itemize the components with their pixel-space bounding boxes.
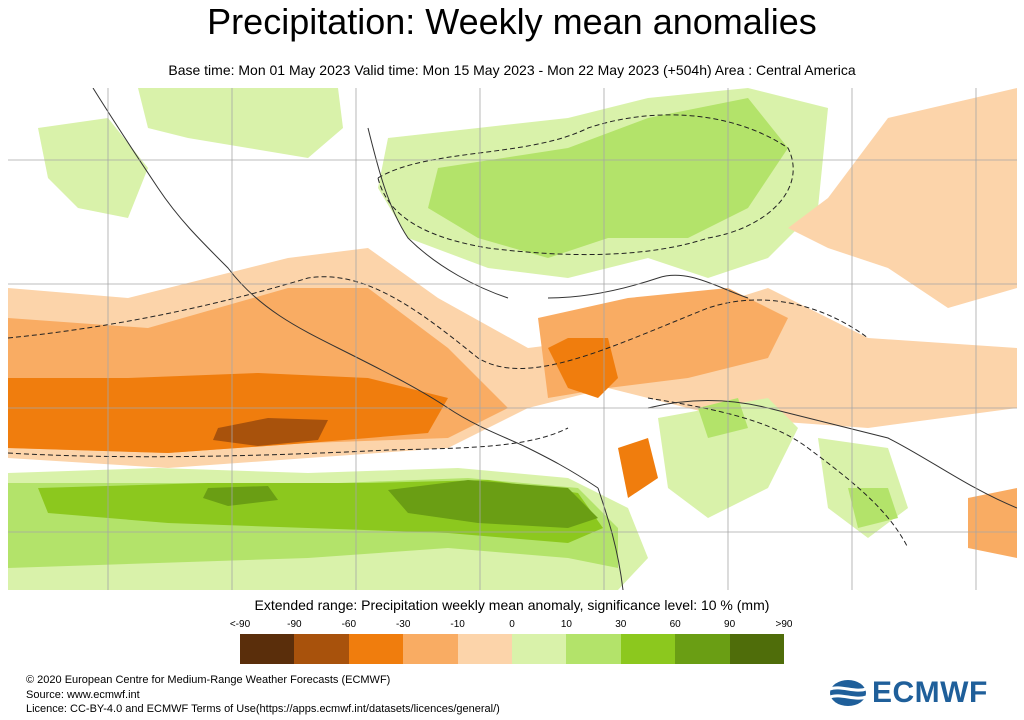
anomaly-area-pos-mid (848, 488, 898, 528)
anomaly-area-pos-light (38, 118, 148, 218)
footer: © 2020 European Centre for Medium-Range … (26, 673, 500, 717)
legend-tick: 30 (615, 619, 627, 630)
legend-swatch (620, 634, 676, 664)
anomaly-area-pos-light (138, 88, 343, 158)
ecmwf-logo-text: ECMWF (872, 676, 988, 709)
ecmwf-logo-icon (829, 680, 867, 706)
anomaly-area-pos-mid (428, 98, 788, 258)
anomaly-area-pos-dark (203, 486, 278, 506)
anomaly-area-neg-strong (618, 438, 658, 498)
legend-swatch (403, 634, 458, 664)
anomaly-area-neg-strong (548, 338, 618, 398)
legend-tick: -60 (341, 619, 357, 630)
legend-tick: 90 (724, 619, 736, 630)
legend-swatch (512, 634, 567, 664)
coastlines (92, 88, 1017, 590)
legend-swatch (457, 634, 513, 664)
anomaly-area-neg-dark (213, 418, 328, 446)
gridlines (8, 88, 1017, 590)
legend-title: Extended range: Precipitation weekly mea… (254, 597, 770, 613)
ecmwf-logo: ECMWF (828, 676, 988, 710)
map-canvas (8, 88, 1017, 590)
legend-tick: -30 (395, 619, 411, 630)
significance-contours (8, 114, 909, 549)
anomaly-map (8, 88, 1017, 590)
chart-subtitle: Base time: Mon 01 May 2023 Valid time: M… (168, 62, 856, 78)
licence-text: Licence: CC-BY-4.0 and ECMWF Terms of Us… (26, 703, 500, 715)
legend-swatch (294, 634, 349, 664)
legend-swatch (240, 634, 295, 664)
legend-swatch (566, 634, 621, 664)
legend-tick: <-90 (229, 619, 251, 630)
legend-tick: 0 (509, 619, 515, 630)
anomaly-fields (8, 88, 1017, 590)
legend-tick: 60 (669, 619, 681, 630)
legend-colorbar (240, 634, 785, 664)
legend-swatch (675, 634, 730, 664)
legend-swatch (348, 634, 404, 664)
legend-tick: 10 (560, 619, 572, 630)
legend-tick: -10 (450, 619, 465, 630)
source-text: Source: www.ecmwf.int (26, 688, 140, 701)
legend-tick: -90 (287, 619, 302, 630)
legend-tick: >90 (775, 619, 793, 630)
anomaly-area-pos-dark (388, 480, 598, 528)
copyright-text: © 2020 European Centre for Medium-Range … (26, 674, 391, 686)
anomaly-area-neg-light (968, 488, 1017, 558)
anomaly-area-neg-strong (8, 373, 448, 453)
anomaly-area-neg-light (788, 88, 1017, 308)
legend-swatch (729, 634, 785, 664)
chart-title: Precipitation: Weekly mean anomalies (207, 1, 817, 42)
